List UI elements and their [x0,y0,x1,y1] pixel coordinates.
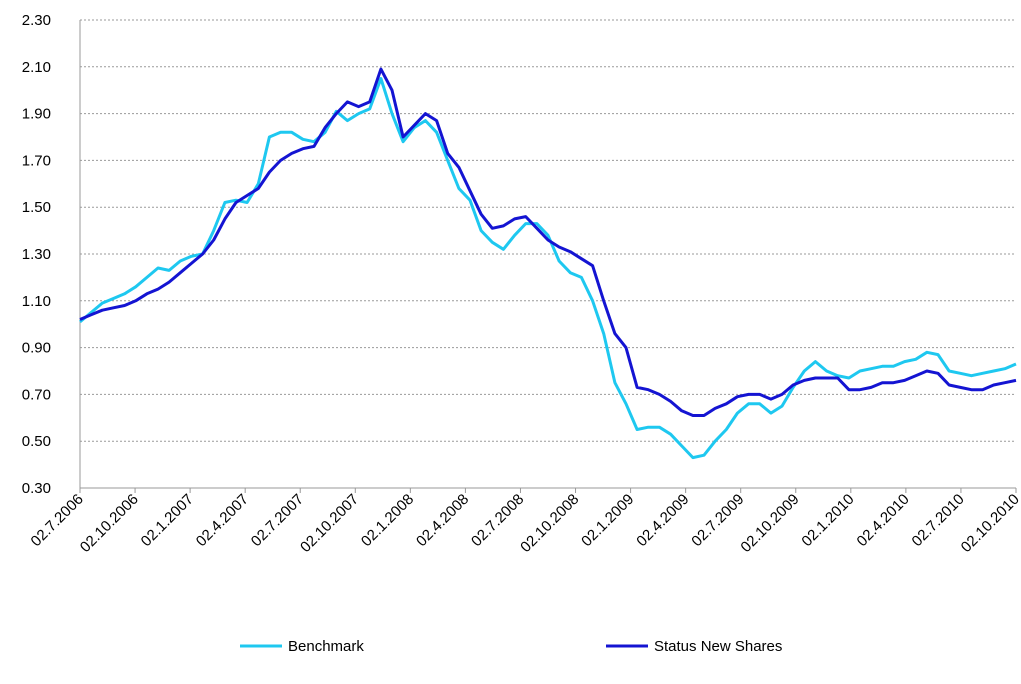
series-line-status-new-shares [79,67,1017,417]
y-tick-label: 2.10 [22,59,51,76]
x-tick-label: 02.10.2009 [737,491,802,556]
y-tick-label: 2.30 [22,12,51,29]
y-tick-label: 1.70 [22,152,51,169]
y-axis-tick-labels: 0.30 0.50 0.70 0.90 1.10 1.30 1.50 1.70 1.90 2.10… [22,12,51,497]
x-tick-label: 02.7.2010 [909,491,968,550]
x-tick-label: 02.4.2008 [413,491,472,550]
y-tick-label: 1.30 [22,246,51,263]
x-tick-label: 02.4.2007 [193,491,252,550]
x-tick-label: 02.10.2007 [297,491,362,556]
y-tick-label: 0.70 [22,386,51,403]
x-tick-label: 02.1.2007 [138,491,197,550]
x-tick-label: 02.1.2009 [578,491,637,550]
y-tick-label: 0.30 [22,480,51,497]
x-tick-label: 02.10.2006 [77,491,142,556]
y-tick-label: 0.90 [22,340,51,357]
y-tick-label: 1.50 [22,199,51,216]
x-axis-tick-labels: 02.7.200602.10.200602.1.200702.4.200702.… [28,488,1021,556]
x-tick-label: 02.10.2008 [517,491,582,556]
x-tick-label: 02.7.2006 [28,491,87,550]
x-tick-label: 02.1.2008 [358,491,417,550]
series-line-benchmark [79,77,1017,460]
legend-label: Status New Shares [654,638,782,655]
x-tick-label: 02.4.2009 [633,491,692,550]
y-tick-label: 1.10 [22,293,51,310]
x-tick-label: 02.10.2010 [958,491,1021,556]
x-tick-label: 02.7.2009 [688,491,747,550]
gridlines [80,19,1016,442]
legend: Benchmark Status New Shares [240,638,782,655]
x-tick-label: 02.4.2010 [854,491,913,550]
legend-label: Benchmark [288,638,364,655]
x-tick-label: 02.7.2007 [248,491,307,550]
y-tick-label: 1.90 [22,106,51,123]
x-tick-label: 02.1.2010 [798,491,857,550]
x-tick-label: 02.7.2008 [468,491,527,550]
series-lines [79,67,1017,460]
y-tick-label: 0.50 [22,433,51,450]
